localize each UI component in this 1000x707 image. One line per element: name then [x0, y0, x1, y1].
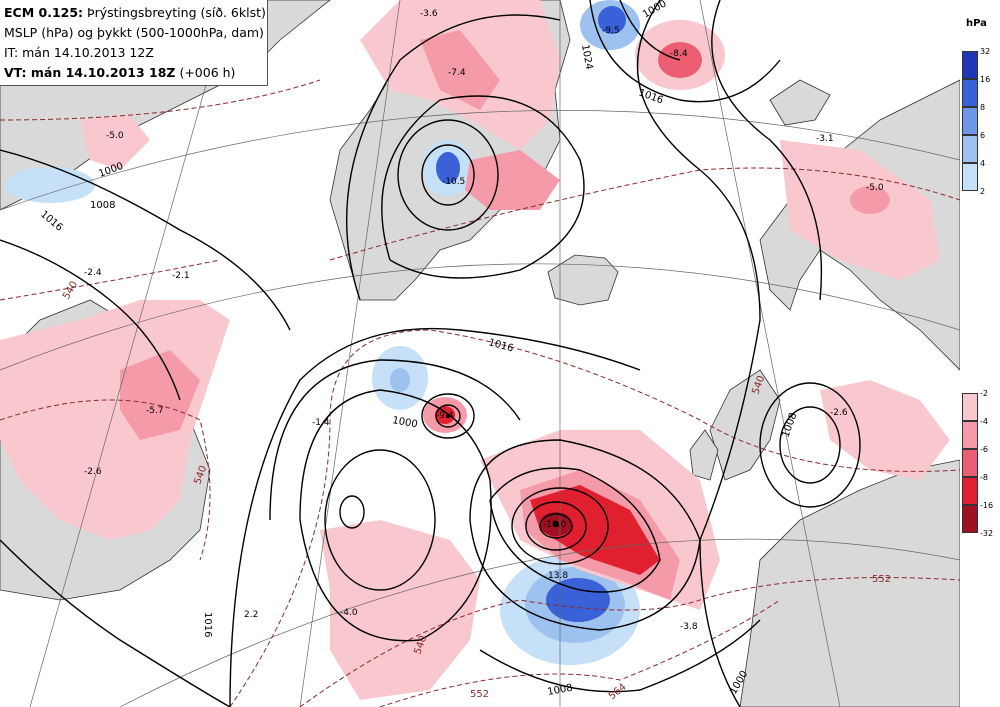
tendency-label: -7.4 — [448, 68, 466, 78]
low-center-marker — [446, 414, 450, 418]
rise-area — [390, 368, 410, 392]
tendency-label: -5.0 — [866, 183, 884, 193]
isobar-label: 1008 — [780, 411, 799, 439]
europe-mainland — [739, 459, 960, 707]
thickness-label: 552 — [872, 574, 891, 585]
fall-area — [850, 186, 890, 214]
pressure-fall-areas — [0, 0, 950, 700]
thickness-contours — [0, 79, 960, 707]
fall-tick: -4 — [980, 417, 988, 426]
rise-swatch — [962, 135, 978, 163]
map-header: ECM 0.125: Þrýstingsbreyting (síð. 6klst… — [0, 0, 268, 86]
isobar-label: 1000 — [391, 415, 418, 430]
forecast-offset: (+006 h) — [179, 65, 236, 80]
isobars — [0, 0, 861, 707]
rise-tick: 16 — [980, 75, 991, 84]
thickness-label: 540 — [61, 279, 80, 301]
tendency-label: -2.6 — [84, 467, 102, 477]
rise-swatch — [962, 107, 978, 135]
pressure-rise-areas — [5, 0, 640, 665]
iceland — [547, 254, 619, 306]
isobar-label: 1008 — [547, 683, 574, 698]
tendency-label: -5.0 — [106, 131, 124, 141]
isobar-label: 1016 — [38, 209, 65, 234]
isobar-label: 1008 — [90, 200, 115, 211]
tendency-label: -1.4 — [312, 418, 330, 428]
header-line-1: ECM 0.125: Þrýstingsbreyting (síð. 6klst… — [4, 3, 266, 23]
rise-area — [598, 6, 626, 34]
rise-swatch — [962, 79, 978, 107]
fall-swatch — [962, 393, 978, 421]
rise-swatch — [962, 51, 978, 79]
map-title: Þrýstingsbreyting (síð. 6klst) — [87, 5, 266, 20]
tendency-label: -2.4 — [84, 268, 102, 278]
tendency-label: -5.7 — [146, 406, 164, 416]
tendency-label: 2.2 — [244, 610, 258, 620]
rise-tick: 32 — [980, 47, 991, 56]
british-isles — [709, 369, 781, 481]
fall-area — [420, 30, 500, 110]
fall-swatch — [962, 477, 978, 505]
tendency-label: -3.6 — [420, 9, 438, 19]
isobar-label: 1016 — [637, 87, 665, 106]
fall-area — [80, 115, 150, 170]
fall-area — [320, 520, 480, 700]
weather-map: 1000 1008 1016 1016 1000 1016 1008 1016 … — [0, 0, 960, 707]
low-center-marker — [553, 521, 559, 527]
isobar-label: 1024 — [579, 44, 594, 71]
fall-area — [465, 150, 560, 210]
rise-tick: 8 — [980, 103, 986, 112]
isobar-label: 1016 — [487, 337, 514, 354]
model-name: ECM 0.125: — [4, 5, 84, 20]
fall-tick: -6 — [980, 445, 988, 454]
fall-swatch — [962, 505, 978, 533]
fall-area — [120, 350, 200, 440]
fall-tick: -8 — [980, 473, 988, 482]
tendency-label: -4.0 — [340, 608, 358, 618]
ireland — [689, 429, 719, 481]
isobar-label: 1016 — [202, 612, 213, 637]
fall-tick: -2 — [980, 389, 988, 398]
init-time: IT: mán 14.10.2013 12Z — [4, 45, 154, 60]
tendency-label: -9.5 — [602, 26, 620, 36]
tendency-label: 13.8 — [548, 571, 568, 581]
rise-area — [436, 152, 460, 184]
fall-tick: -16 — [980, 501, 994, 510]
pressure-centers — [446, 414, 559, 527]
colorbar-legend: hPa 32 16 8 6 4 2 -2 -4 -6 -8 -16 -32 — [960, 0, 1000, 707]
fall-swatch — [962, 449, 978, 477]
tendency-label: -3.1 — [816, 134, 834, 144]
tendency-label: -9.4 — [436, 411, 454, 421]
rise-tick: 2 — [980, 187, 986, 196]
rise-tick: 4 — [980, 159, 986, 168]
rise-area — [5, 167, 95, 203]
isobar-label: 1000 — [641, 0, 669, 21]
valid-time-label: VT: mán 14.10.2013 18Z — [4, 65, 176, 80]
thickness-label: 552 — [470, 689, 489, 700]
fall-swatch — [962, 421, 978, 449]
fall-area — [530, 485, 660, 575]
header-line-2: MSLP (hPa) og þykkt (500-1000hPa, dam) — [4, 25, 264, 40]
tendency-labels: -5.0 -3.6 -7.4 -9.5 -8.4 -10.5 -2.4 -2.1… — [84, 9, 884, 632]
tendency-label: -2.6 — [830, 408, 848, 418]
tendency-label: -3.8 — [680, 622, 698, 632]
tendency-label: -8.4 — [670, 49, 688, 59]
fall-area — [435, 406, 455, 424]
tendency-label: -2.1 — [172, 271, 190, 281]
rise-area — [546, 578, 610, 622]
tendency-label: -10.5 — [442, 177, 465, 187]
fall-tick: -32 — [980, 529, 994, 538]
fall-area — [820, 380, 950, 480]
valid-time: VT: mán 14.10.2013 18Z (+006 h) — [4, 63, 263, 83]
rise-swatch — [962, 163, 978, 191]
legend-unit: hPa — [966, 18, 987, 29]
svalbard — [769, 79, 831, 126]
thickness-label: 564 — [607, 682, 629, 703]
rise-tick: 6 — [980, 131, 986, 140]
